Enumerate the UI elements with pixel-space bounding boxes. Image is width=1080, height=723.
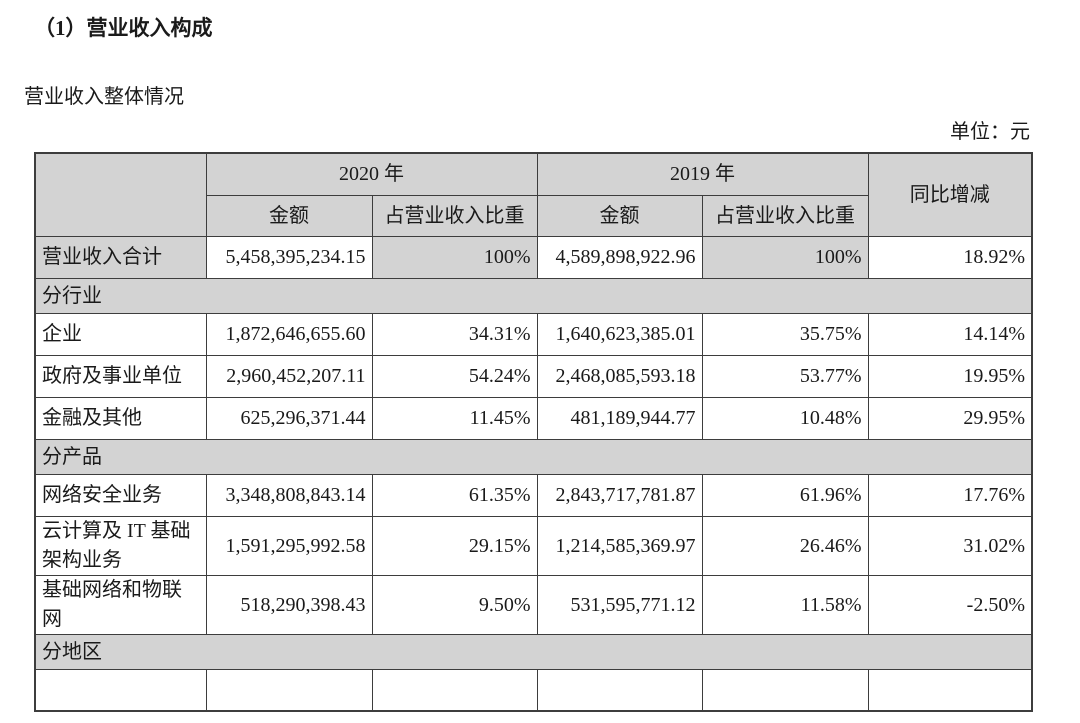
table-row: 营业收入合计 5,458,395,234.15 100% 4,589,898,922.… xyxy=(34,236,1033,279)
yoy-change-cell: 31.02% xyxy=(867,516,1033,576)
share-2020-header: 占营业收入比重 xyxy=(371,195,538,237)
yoy-change-cell: 29.95% xyxy=(867,397,1033,440)
table-row: 金融及其他 625,296,371.44 11.45% 481,189,944.77 1… xyxy=(34,397,1033,440)
table-row xyxy=(34,669,1033,712)
year-2020-header: 2020 年 xyxy=(205,152,538,196)
empty-cell xyxy=(371,669,538,712)
amount-2020-cell: 2,960,452,207.11 xyxy=(205,355,373,398)
amount-2019-cell: 531,595,771.12 xyxy=(536,575,703,635)
amount-2019-header: 金额 xyxy=(536,195,703,237)
yoy-change-cell: 17.76% xyxy=(867,474,1033,517)
share-2019-cell: 35.75% xyxy=(701,313,869,356)
share-2019-header: 占营业收入比重 xyxy=(701,195,869,237)
yoy-change-cell: 19.95% xyxy=(867,355,1033,398)
amount-2019-cell: 1,640,623,385.01 xyxy=(536,313,703,356)
share-2019-cell: 26.46% xyxy=(701,516,869,576)
share-2020-cell: 61.35% xyxy=(371,474,538,517)
table-row: 企业 1,872,646,655.60 34.31% 1,640,623,385.01… xyxy=(34,313,1033,356)
share-2019-cell: 100% xyxy=(701,236,869,279)
yoy-change-cell: -2.50% xyxy=(867,575,1033,635)
amount-2019-cell: 2,468,085,593.18 xyxy=(536,355,703,398)
table-row: 分产品 xyxy=(34,439,1033,475)
empty-cell xyxy=(701,669,869,712)
table-header: 2020 年 2019 年 同比增减 金额 占营业收入比重 金额 占营业收入比重 xyxy=(34,152,1033,237)
section-label-cell: 分产品 xyxy=(34,439,1033,475)
row-label-cell: 营业收入合计 xyxy=(34,236,207,279)
row-label-cell: 基础网络和物联网 xyxy=(34,575,207,635)
empty-cell xyxy=(536,669,703,712)
yoy-change-header: 同比增减 xyxy=(867,152,1033,237)
table-row: 政府及事业单位 2,960,452,207.11 54.24% 2,468,085,5… xyxy=(34,355,1033,398)
empty-cell xyxy=(205,669,373,712)
page-title: （1）营业收入构成 xyxy=(34,16,213,40)
amount-2020-cell: 1,872,646,655.60 xyxy=(205,313,373,356)
empty-cell xyxy=(34,669,207,712)
share-2020-cell: 29.15% xyxy=(371,516,538,576)
amount-2019-cell: 481,189,944.77 xyxy=(536,397,703,440)
amount-2020-cell: 3,348,808,843.14 xyxy=(205,474,373,517)
table-row: 基础网络和物联网 518,290,398.43 9.50% 531,595,771.1… xyxy=(34,575,1033,635)
header-row-years: 2020 年 2019 年 同比增减 xyxy=(34,152,1033,237)
amount-2020-cell: 1,591,295,992.58 xyxy=(205,516,373,576)
row-label-cell: 企业 xyxy=(34,313,207,356)
section-label-cell: 分行业 xyxy=(34,278,1033,314)
share-2020-cell: 34.31% xyxy=(371,313,538,356)
row-label-cell: 网络安全业务 xyxy=(34,474,207,517)
amount-2019-cell: 2,843,717,781.87 xyxy=(536,474,703,517)
table-row: 云计算及 IT 基础架构业务 1,591,295,992.58 29.15% 1,21… xyxy=(34,516,1033,576)
share-2019-cell: 53.77% xyxy=(701,355,869,398)
year-2019-header: 2019 年 xyxy=(536,152,869,196)
amount-2020-header: 金额 xyxy=(205,195,373,237)
amount-2020-cell: 518,290,398.43 xyxy=(205,575,373,635)
table-body: 营业收入合计 5,458,395,234.15 100% 4,589,898,922.… xyxy=(34,236,1033,712)
table-row: 分行业 xyxy=(34,278,1033,314)
corner-cell xyxy=(34,152,207,237)
section-label-cell: 分地区 xyxy=(34,634,1033,670)
header-row-metrics: 金额 占营业收入比重 金额 占营业收入比重 xyxy=(35,195,1032,237)
share-2019-cell: 11.58% xyxy=(701,575,869,635)
section-subtitle: 营业收入整体情况 xyxy=(24,86,184,108)
row-label-cell: 金融及其他 xyxy=(34,397,207,440)
amount-2020-cell: 625,296,371.44 xyxy=(205,397,373,440)
amount-2019-cell: 4,589,898,922.96 xyxy=(536,236,703,279)
table-row: 网络安全业务 3,348,808,843.14 61.35% 2,843,717,78… xyxy=(34,474,1033,517)
share-2020-cell: 54.24% xyxy=(371,355,538,398)
empty-cell xyxy=(867,669,1033,712)
row-label-cell: 云计算及 IT 基础架构业务 xyxy=(34,516,207,576)
share-2020-cell: 9.50% xyxy=(371,575,538,635)
table-row: 分地区 xyxy=(34,634,1033,670)
amount-2020-cell: 5,458,395,234.15 xyxy=(205,236,373,279)
share-2019-cell: 10.48% xyxy=(701,397,869,440)
unit-label: 单位：元 xyxy=(950,121,1030,143)
share-2019-cell: 61.96% xyxy=(701,474,869,517)
yoy-change-cell: 14.14% xyxy=(867,313,1033,356)
row-label-cell: 政府及事业单位 xyxy=(34,355,207,398)
share-2020-cell: 100% xyxy=(371,236,538,279)
amount-2019-cell: 1,214,585,369.97 xyxy=(536,516,703,576)
revenue-composition-table: 2020 年 2019 年 同比增减 金额 占营业收入比重 金额 占营业收入比重… xyxy=(34,152,1033,712)
share-2020-cell: 11.45% xyxy=(371,397,538,440)
yoy-change-cell: 18.92% xyxy=(867,236,1033,279)
